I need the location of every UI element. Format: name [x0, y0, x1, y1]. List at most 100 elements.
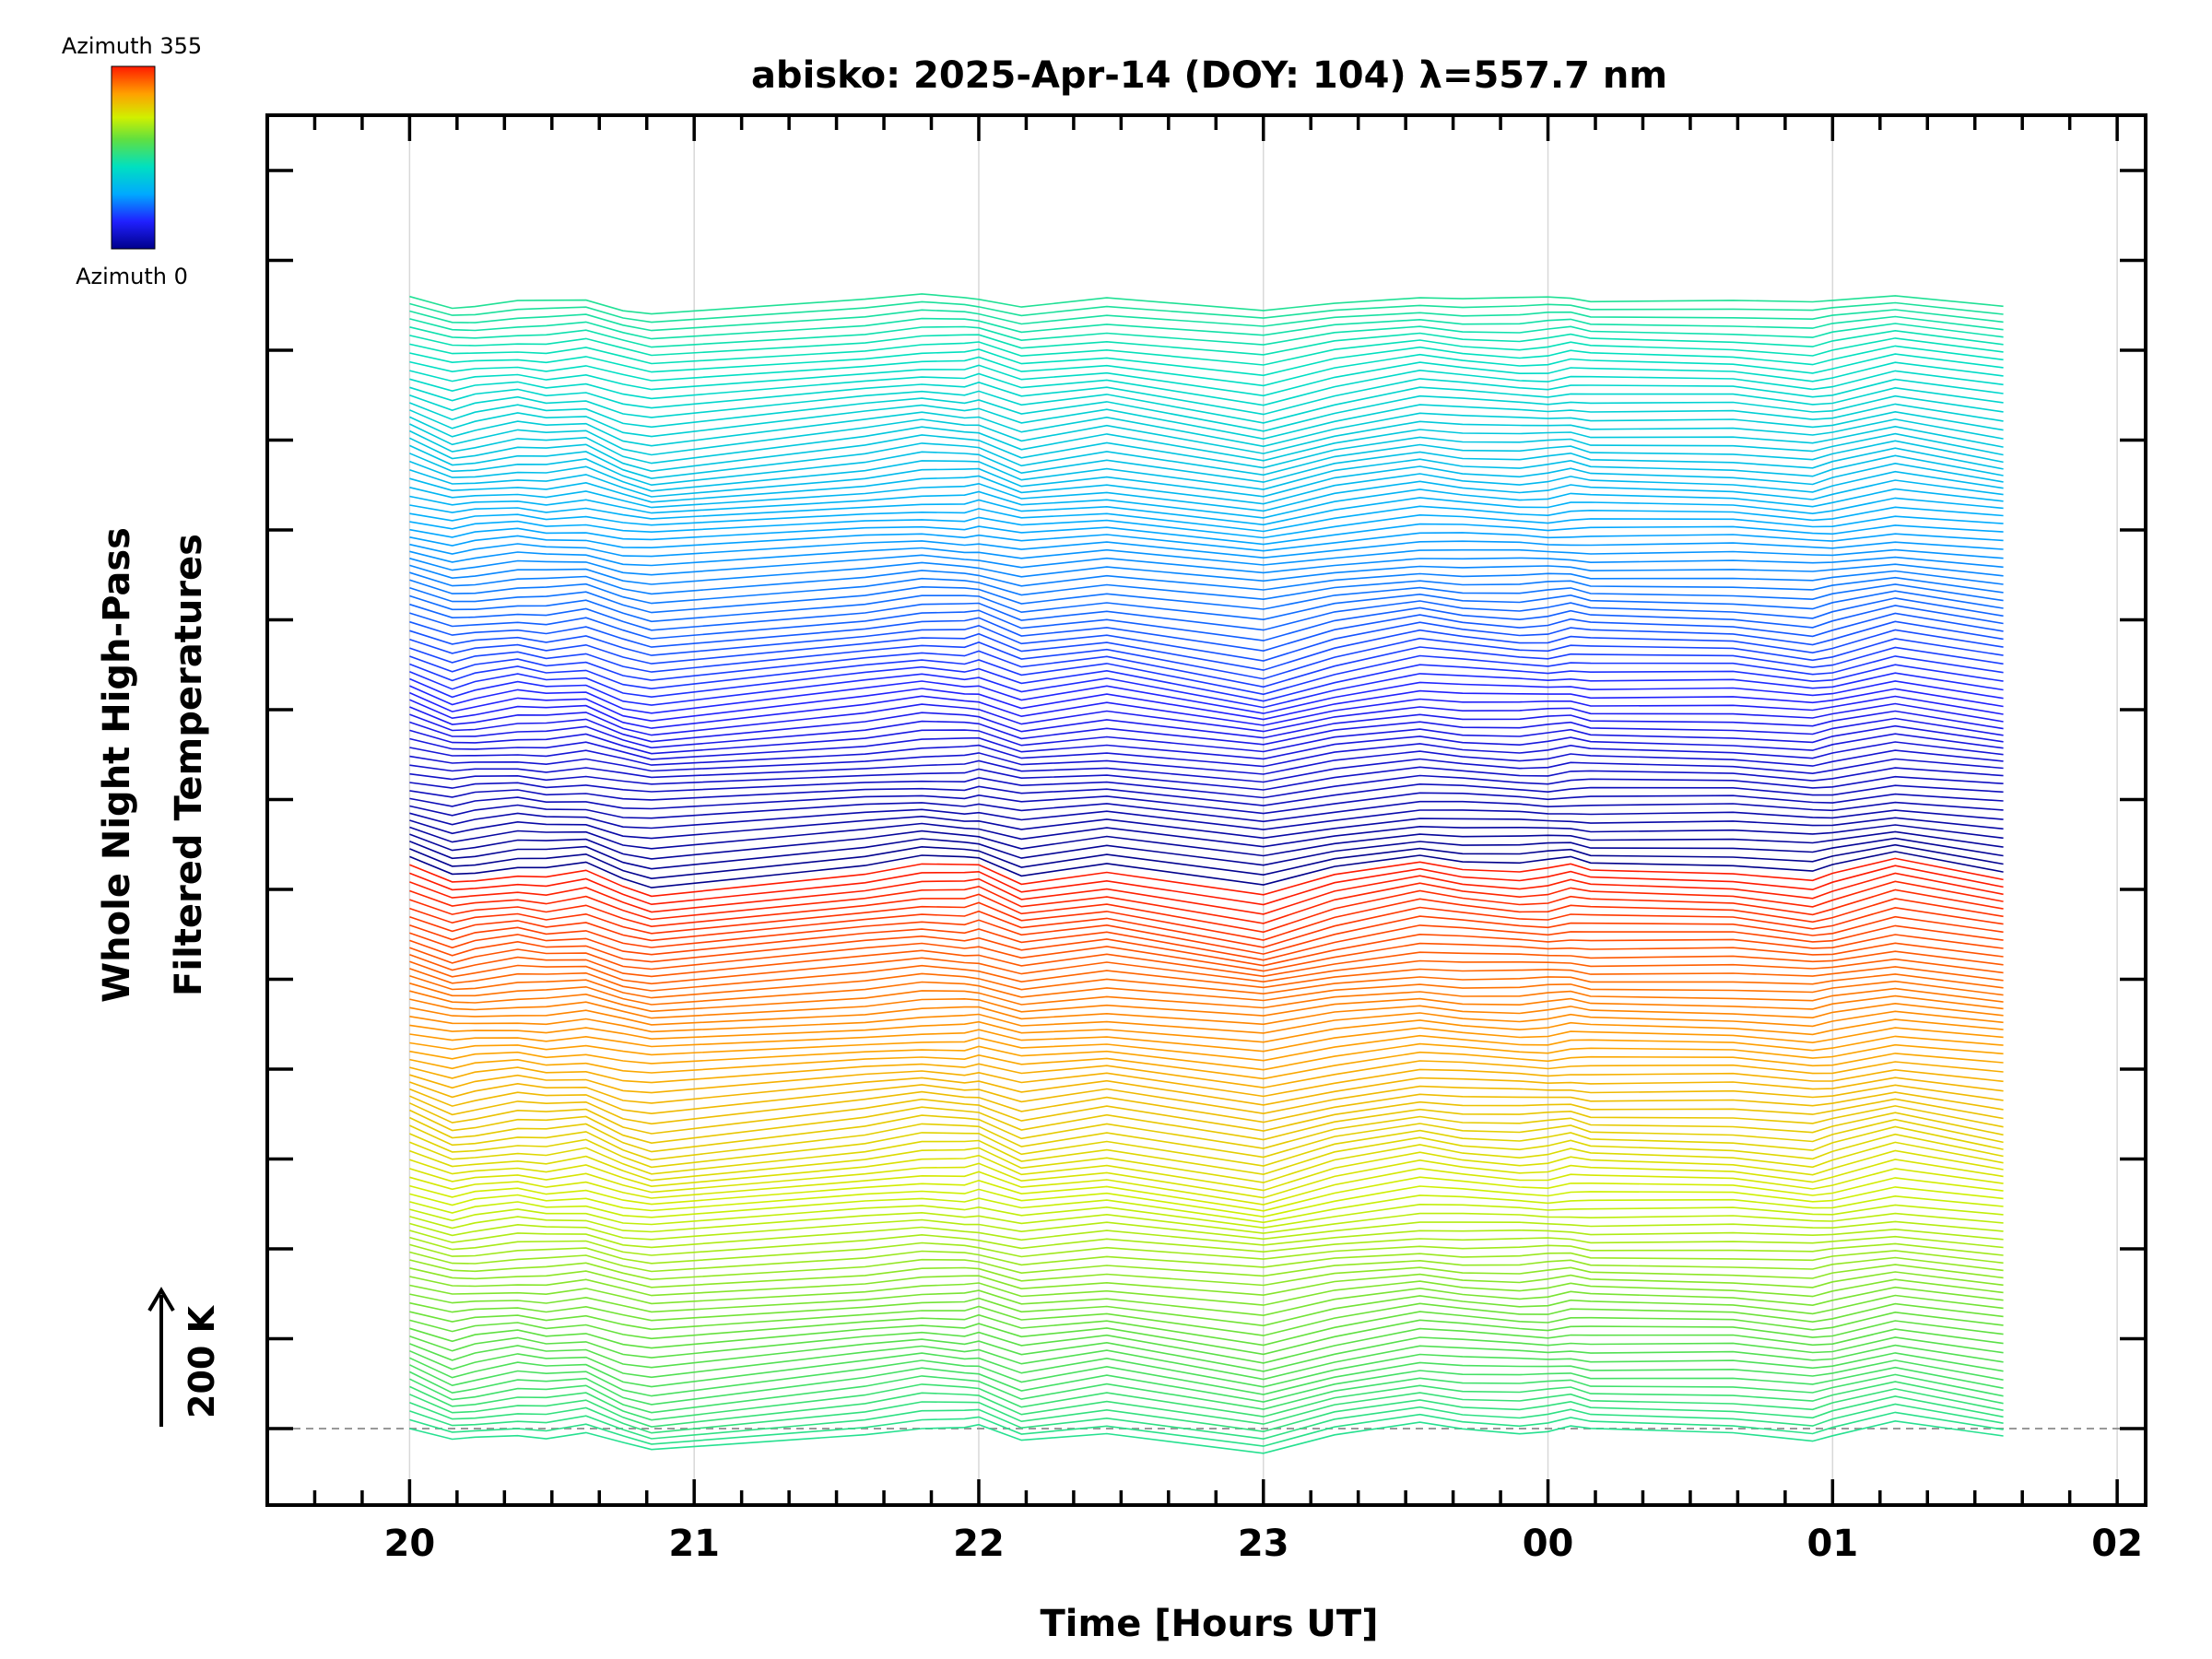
series-line-129	[409, 403, 2004, 441]
series-line-121	[409, 462, 2004, 498]
x-tick-label-21: 21	[668, 1523, 720, 1565]
gridlines	[267, 115, 2146, 1505]
series-line-30	[409, 1185, 2004, 1218]
series-line-137	[409, 337, 2004, 366]
series-line-12	[409, 1327, 2004, 1364]
series-line-69	[409, 872, 2004, 915]
series-line-108	[409, 570, 2004, 595]
x-tick-label-00: 00	[1523, 1523, 1574, 1565]
series-line-9	[409, 1352, 2004, 1388]
series-line-91	[409, 702, 2004, 736]
series-line-16	[409, 1294, 2004, 1327]
series-line-29	[409, 1194, 2004, 1224]
series-line-66	[409, 898, 2004, 941]
series-line-21	[409, 1256, 2004, 1281]
series-line-98	[409, 646, 2004, 688]
series-line-45	[409, 1068, 2004, 1098]
series-line-132	[409, 378, 2004, 416]
series-line-56	[409, 980, 2004, 1006]
series-line-123	[409, 447, 2004, 487]
series-line-125	[409, 432, 2004, 473]
colorbar-gradient	[111, 65, 156, 250]
series-line-111	[409, 547, 2004, 567]
series-line-6	[409, 1373, 2004, 1414]
series-line-22	[409, 1250, 2004, 1273]
series-line-37	[409, 1125, 2004, 1169]
series-line-115	[409, 513, 2004, 539]
series-line-128	[409, 410, 2004, 448]
series-line-52	[409, 1010, 2004, 1034]
chart-title: abisko: 2025-Apr-14 (DOY: 104) λ=557.7 n…	[751, 54, 1667, 97]
series-line-53	[409, 1002, 2004, 1026]
series-line-138	[409, 329, 2004, 357]
series-line-39	[409, 1112, 2004, 1153]
series-line-64	[409, 915, 2004, 955]
series-line-92	[409, 695, 2004, 729]
series-line-134	[409, 361, 2004, 397]
series-line-85	[409, 749, 2004, 775]
series-line-74	[409, 837, 2004, 870]
series-line-26	[409, 1218, 2004, 1241]
series-line-19	[409, 1271, 2004, 1297]
series-line-103	[409, 605, 2004, 641]
series-line-82	[409, 774, 2004, 799]
series-line-43	[409, 1084, 2004, 1115]
series-line-72	[409, 851, 2004, 888]
series-line-97	[409, 654, 2004, 696]
series-line-78	[409, 808, 2004, 830]
series-line-13	[409, 1319, 2004, 1356]
series-line-140	[409, 315, 2004, 340]
colorbar-top-label: Azimuth 355	[62, 33, 202, 59]
series-line-31	[409, 1176, 2004, 1212]
series-line-3	[409, 1395, 2004, 1434]
series-line-88	[409, 724, 2004, 755]
series-line-0	[409, 1419, 2004, 1454]
series-line-118	[409, 488, 2004, 519]
series-line-96	[409, 664, 2004, 702]
series-line-28	[409, 1203, 2004, 1230]
series-line-58	[409, 964, 2004, 992]
y-axis-label-line1: Whole Night High-Pass	[96, 527, 138, 1003]
series-line-107	[409, 576, 2004, 605]
series-line-62	[409, 933, 2004, 967]
series-line-122	[409, 454, 2004, 492]
plot-border	[265, 113, 2147, 1507]
series-line-114	[409, 523, 2004, 546]
series-line-93	[409, 688, 2004, 723]
scale-bar-label: 200 K	[182, 1304, 222, 1418]
series-line-110	[409, 554, 2004, 576]
series-line-73	[409, 843, 2004, 880]
series-line-112	[409, 540, 2004, 559]
series-line-113	[409, 532, 2004, 552]
series-line-35	[409, 1141, 2004, 1183]
series-line-141	[409, 309, 2004, 332]
series-line-87	[409, 733, 2004, 760]
x-tick-label-23: 23	[1238, 1523, 1289, 1565]
series-line-50	[409, 1027, 2004, 1053]
series-line-8	[409, 1359, 2004, 1397]
series-line-40	[409, 1105, 2004, 1145]
series-line-65	[409, 906, 2004, 948]
series-group	[409, 293, 2004, 1454]
series-line-102	[409, 612, 2004, 653]
scale-bar: 200 K	[147, 1287, 222, 1427]
series-line-101	[409, 620, 2004, 662]
series-line-49	[409, 1034, 2004, 1062]
colorbar-bottom-label: Azimuth 0	[76, 264, 188, 289]
series-line-60	[409, 949, 2004, 978]
series-line-51	[409, 1018, 2004, 1043]
series-line-109	[409, 561, 2004, 585]
series-line-142	[409, 300, 2004, 324]
series-line-5	[409, 1381, 2004, 1421]
series-line-2	[409, 1403, 2004, 1441]
series-line-80	[409, 792, 2004, 815]
series-line-44	[409, 1077, 2004, 1106]
plot-frame	[265, 113, 2147, 1507]
series-line-143	[409, 293, 2004, 315]
series-line-11	[409, 1336, 2004, 1372]
series-line-27	[409, 1211, 2004, 1234]
series-line-14	[409, 1311, 2004, 1347]
series-line-42	[409, 1090, 2004, 1125]
series-line-131	[409, 386, 2004, 424]
series-line-135	[409, 353, 2004, 387]
